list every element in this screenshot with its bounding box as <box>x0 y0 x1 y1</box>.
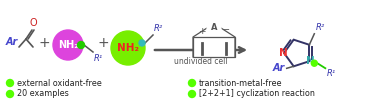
Circle shape <box>189 79 195 87</box>
Circle shape <box>189 91 195 98</box>
Circle shape <box>207 21 221 35</box>
Text: [2+2+1] cyclization reaction: [2+2+1] cyclization reaction <box>199 89 315 98</box>
Text: NH₂: NH₂ <box>58 40 78 50</box>
Text: NH₂: NH₂ <box>117 43 139 53</box>
Circle shape <box>77 41 85 49</box>
Text: R²: R² <box>315 23 325 32</box>
Text: +: + <box>198 26 206 35</box>
Text: external oxidant-free: external oxidant-free <box>17 79 102 87</box>
Text: Ar: Ar <box>273 63 285 73</box>
Text: N: N <box>279 48 287 58</box>
Text: A: A <box>211 24 217 33</box>
Text: R²: R² <box>154 24 163 33</box>
Text: +: + <box>97 36 109 50</box>
Text: undivided cell: undivided cell <box>174 57 228 66</box>
Circle shape <box>6 91 14 98</box>
Circle shape <box>53 30 83 60</box>
Circle shape <box>111 31 145 65</box>
Text: R¹: R¹ <box>326 69 336 78</box>
Text: transition-metal-free: transition-metal-free <box>199 79 282 87</box>
Circle shape <box>139 40 145 46</box>
Text: +: + <box>38 36 50 50</box>
Circle shape <box>6 79 14 87</box>
Text: −: − <box>222 26 230 35</box>
Text: Ar: Ar <box>6 37 18 47</box>
Text: R¹: R¹ <box>94 54 103 63</box>
Text: N: N <box>306 56 315 66</box>
Text: 20 examples: 20 examples <box>17 89 69 98</box>
Circle shape <box>311 60 317 66</box>
Bar <box>193 37 235 57</box>
Text: O: O <box>29 18 37 28</box>
